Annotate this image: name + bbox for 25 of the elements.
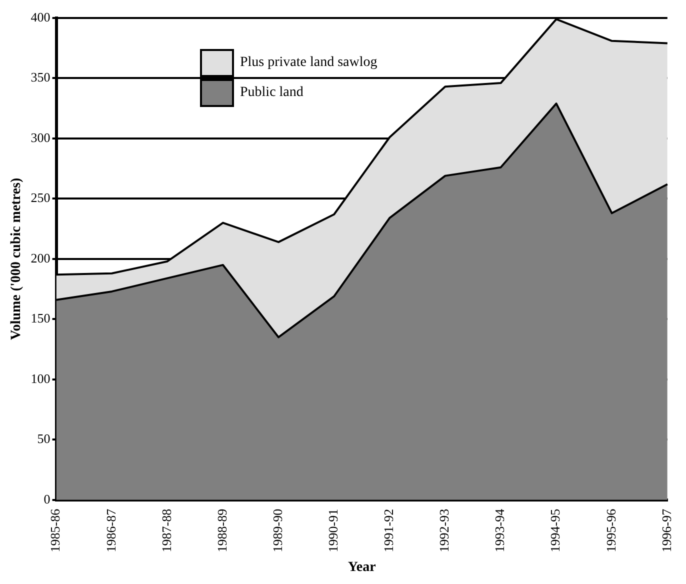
y-tick-label: 350 — [30, 70, 50, 85]
x-tick-label: 1988-89 — [214, 508, 230, 552]
y-tick-label: 100 — [30, 370, 50, 386]
x-tick-label: 1986-87 — [103, 508, 118, 552]
x-tick-label: 1993-94 — [492, 508, 508, 552]
x-tick-label: 1996-97 — [658, 508, 674, 552]
x-tick-label: 1990-91 — [325, 508, 340, 552]
x-axis-title: Year — [348, 560, 376, 576]
x-tick-label: 1987-88 — [158, 508, 174, 552]
legend-label: Public land — [240, 85, 304, 101]
x-tick-label: 1989-90 — [270, 508, 285, 552]
y-tick-label: 50 — [37, 431, 50, 446]
y-axis-title: Volume ('000 cubic metres) — [9, 178, 24, 340]
x-tick-label: 1994-95 — [548, 508, 563, 552]
y-tick-label: 400 — [30, 9, 50, 24]
y-tick-label: 250 — [30, 190, 50, 206]
y-tick-label: 300 — [30, 130, 50, 145]
x-tick-label: 1985-86 — [48, 508, 63, 552]
x-tick-label: 1995-96 — [603, 508, 618, 552]
legend-label: Plus private land sawlog — [240, 55, 378, 71]
y-tick-label: 0 — [44, 491, 50, 506]
x-tick-label: 1992-93 — [436, 508, 452, 552]
y-tick-label: 200 — [30, 250, 50, 266]
x-tick-label: 1991-92 — [381, 508, 396, 552]
y-tick-label: 150 — [30, 310, 50, 326]
